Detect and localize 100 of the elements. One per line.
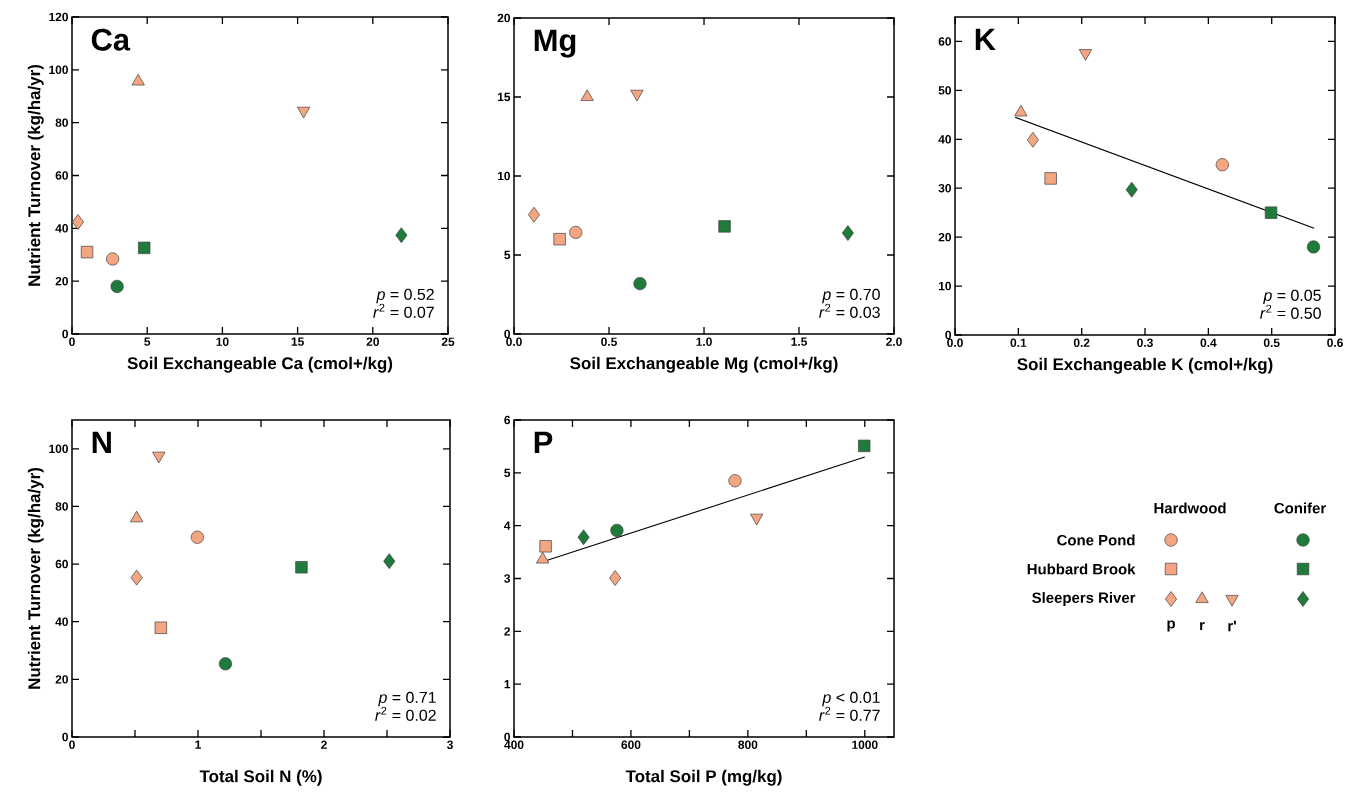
point [610, 523, 624, 537]
x-tick-label: 15 [291, 337, 304, 346]
point [633, 277, 647, 291]
y-tick-label: 120 [49, 12, 68, 22]
annotation: r$^{2}$ = 0.03 [819, 303, 880, 318]
point [138, 241, 151, 255]
point [1078, 49, 1093, 61]
y-tick-label: 0 [504, 329, 510, 339]
y-tick-label: 0 [504, 732, 510, 742]
point [383, 553, 396, 570]
y-tick-label: 80 [55, 118, 68, 127]
point [580, 89, 594, 101]
chart-title: N [92, 431, 111, 454]
y-tick-label: 10 [938, 281, 952, 291]
y-tick-label: 40 [55, 617, 68, 626]
x-tick-label: 3 [446, 740, 453, 750]
x-axis-title: Total Soil P (mg/kg) [625, 769, 782, 786]
annotation: p = 0.05 [1263, 289, 1321, 305]
point [539, 540, 552, 553]
point [609, 570, 622, 586]
x-axis-title: Soil Exchangeable Mg (cmol+/kg) [570, 356, 838, 373]
annotation: p < 0.01 [822, 691, 880, 707]
annotation: r$^{2}$ = 0.50 [1260, 304, 1321, 319]
x-tick-label: 0.0 [947, 338, 963, 347]
point [750, 513, 764, 526]
x-tick-label: 1.0 [696, 337, 712, 346]
point [858, 439, 871, 453]
text: Sleepers River [1032, 592, 1136, 606]
x-tick-label: 2 [321, 740, 327, 749]
point [1264, 206, 1278, 219]
point [152, 451, 166, 464]
text: r [1200, 621, 1205, 631]
annotation: r$^{2}$ = 0.07 [373, 303, 434, 318]
y-axis-title: Nutrient Turnover (kg/ha/yr) [27, 64, 44, 286]
text: Hubbard Brook [1027, 563, 1136, 575]
text: r' [1228, 620, 1236, 632]
y-tick-label: 20 [497, 13, 510, 23]
text: Conifer [1274, 502, 1326, 514]
x-tick-label: 25 [441, 337, 455, 346]
chart-title: Ca [91, 28, 131, 51]
point [395, 227, 408, 244]
point [728, 474, 742, 488]
text: Hardwood [1154, 502, 1226, 514]
text: Cone Pond [1057, 534, 1135, 546]
y-tick-label: 2 [504, 627, 511, 636]
point [569, 225, 583, 239]
point [527, 206, 540, 223]
y-tick-label: 3 [504, 574, 511, 583]
point [1125, 181, 1138, 198]
y-tick-label: 5 [504, 250, 511, 260]
y-tick-label: 15 [497, 92, 511, 102]
point [841, 225, 854, 241]
x-tick-label: 0.2 [1073, 338, 1090, 347]
y-tick-label: 1 [504, 680, 511, 689]
y-tick-label: 4 [504, 521, 511, 530]
x-axis-title: Total Soil N (%) [199, 769, 322, 786]
x-tick-label: 1000 [852, 740, 878, 749]
chart-title: Mg [534, 29, 576, 58]
y-tick-label: 5 [504, 468, 511, 477]
point [218, 657, 233, 671]
y-tick-label: 60 [55, 559, 68, 569]
x-tick-label: 0.1 [1010, 338, 1027, 347]
annotation: r$^{2}$ = 0.77 [819, 706, 880, 721]
x-tick-label: 1.5 [791, 337, 807, 346]
point [1215, 158, 1229, 172]
y-tick-label: 60 [938, 37, 952, 46]
chart-title: P [534, 431, 553, 454]
point [577, 529, 590, 546]
point [718, 220, 731, 233]
point [130, 510, 144, 523]
y-tick-label: 20 [55, 276, 68, 286]
x-tick-label: 0.5 [601, 337, 617, 346]
point [1044, 172, 1057, 185]
x-tick-label: 0.3 [1137, 338, 1153, 347]
y-axis-title: Nutrient Turnover (kg/ha/yr) [27, 467, 44, 689]
y-tick-label: 40 [55, 224, 68, 233]
point [154, 621, 167, 634]
point [130, 569, 143, 586]
y-tick-label: 40 [938, 135, 952, 144]
point [190, 530, 204, 544]
x-tick-label: 0.6 [1327, 338, 1343, 347]
point [106, 252, 120, 266]
y-tick-label: 60 [55, 171, 68, 180]
x-axis-title: Soil Exchangeable Ca (cmol+/kg) [127, 356, 393, 373]
annotation: p = 0.71 [378, 691, 436, 707]
point [295, 561, 308, 574]
x-tick-label: 2.0 [886, 337, 902, 346]
y-tick-label: 100 [49, 444, 68, 454]
y-tick-label: 50 [938, 86, 952, 95]
x-axis-title: Soil Exchangeable K (cmol+/kg) [1017, 357, 1273, 374]
x-tick-label: 0.5 [1263, 338, 1280, 347]
y-tick-label: 20 [55, 675, 68, 684]
point [297, 106, 311, 119]
annotation: p = 0.52 [376, 288, 434, 304]
x-tick-label: 0 [69, 740, 75, 749]
text: p [1167, 620, 1175, 632]
y-tick-label: 10 [497, 171, 510, 181]
point [80, 245, 94, 259]
x-tick-label: 0.0 [506, 337, 522, 346]
annotation: p = 0.70 [822, 288, 880, 304]
